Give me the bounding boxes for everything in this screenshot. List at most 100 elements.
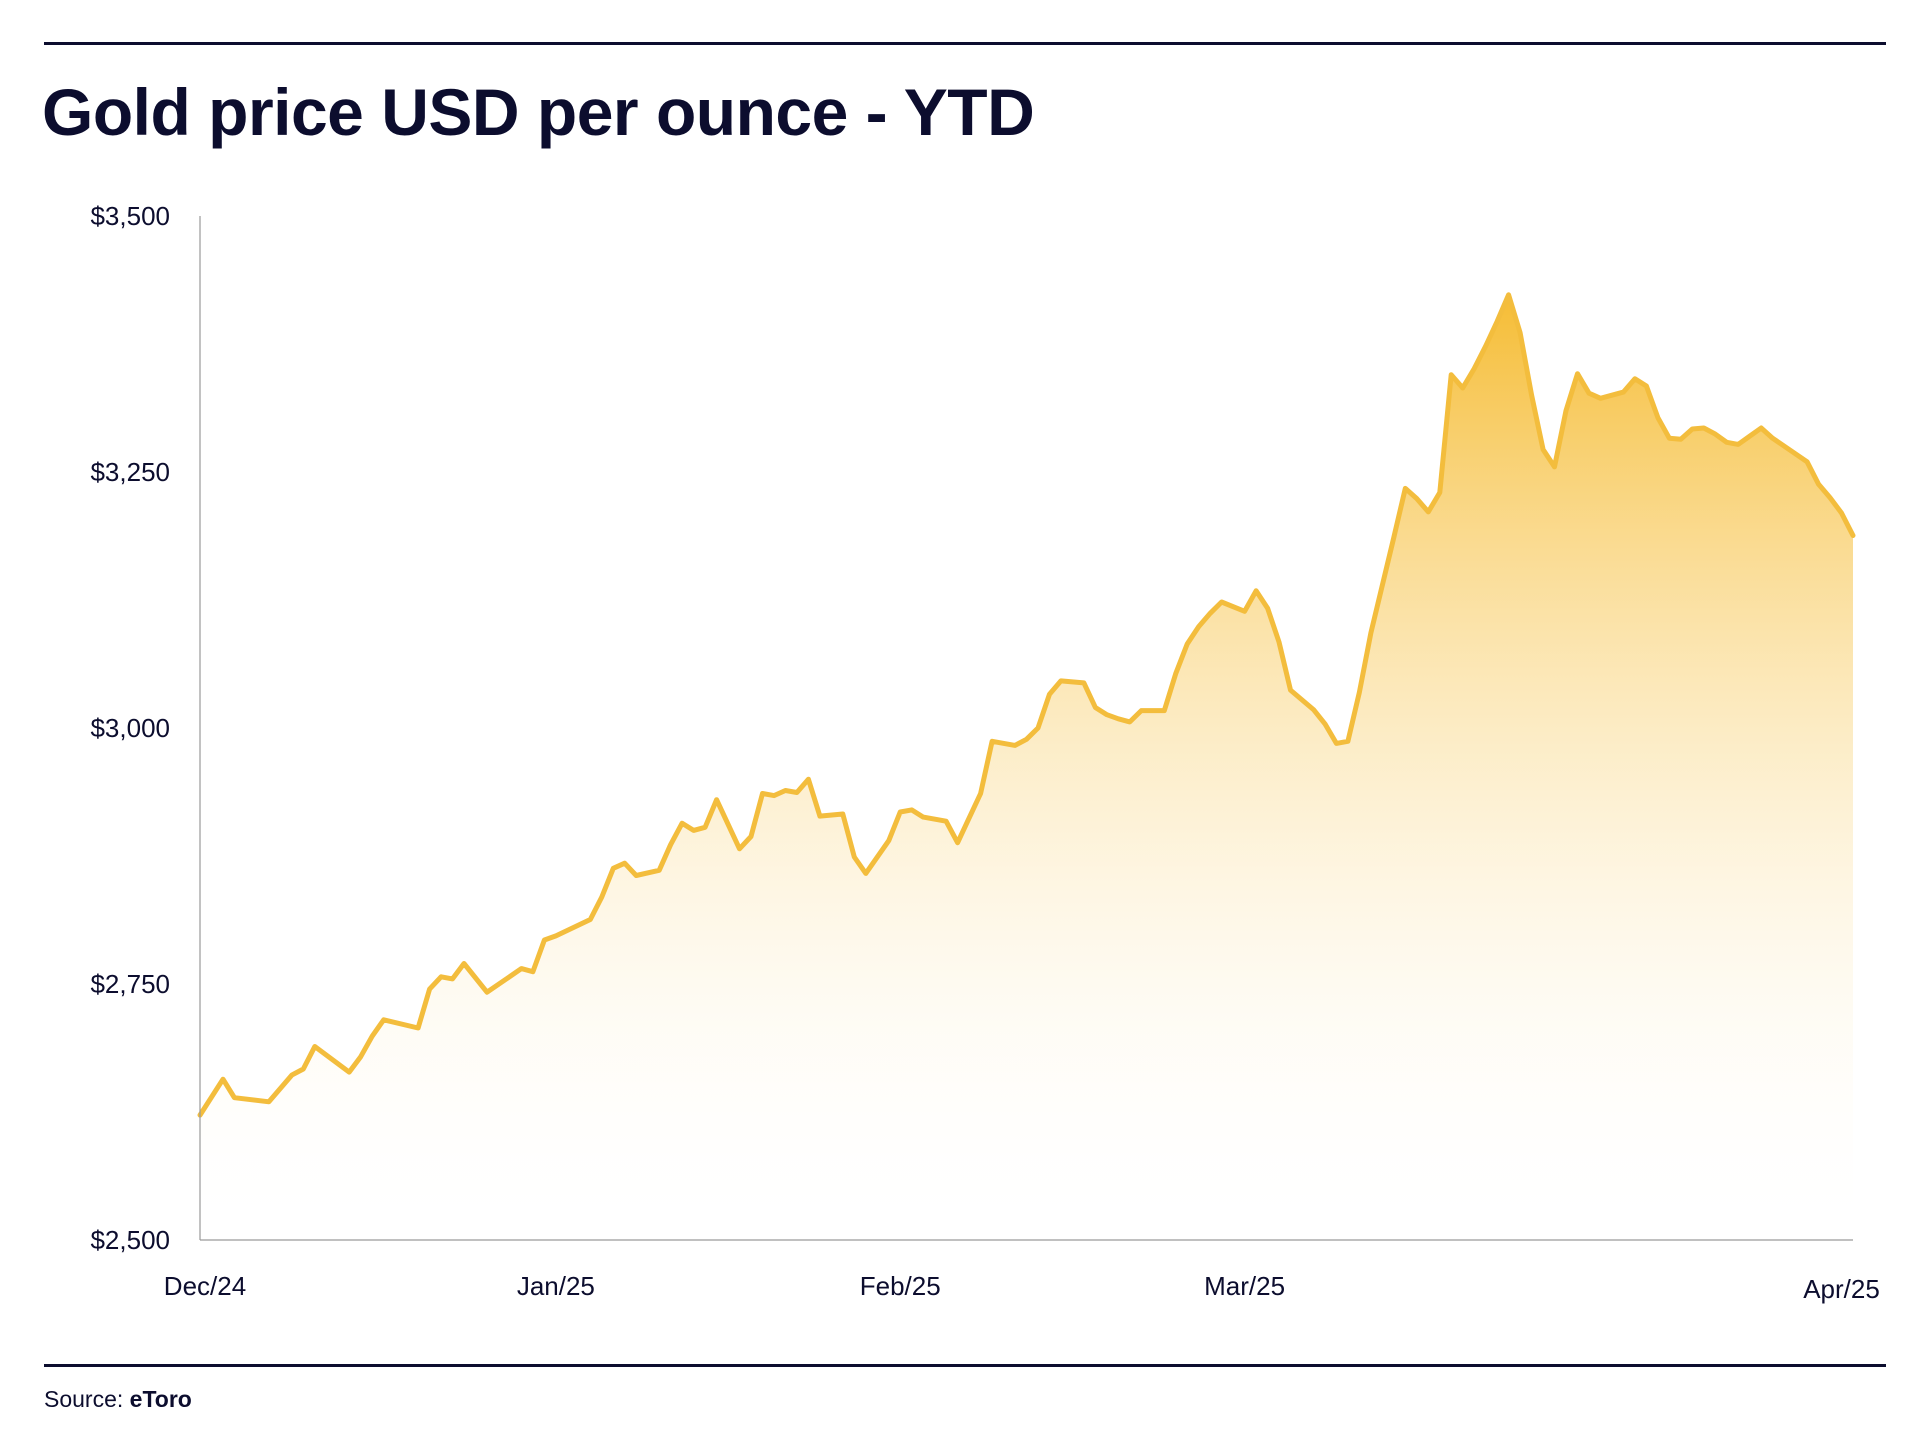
- top-rule: [44, 42, 1886, 45]
- price-point: [944, 819, 948, 823]
- price-point: [1208, 611, 1212, 615]
- price-point: [921, 815, 925, 819]
- price-point: [1392, 536, 1396, 540]
- price-area-fill: [200, 294, 1853, 1240]
- price-point: [818, 814, 822, 818]
- price-point: [1426, 510, 1430, 514]
- price-point: [1587, 391, 1591, 395]
- price-point: [1507, 293, 1511, 297]
- price-point: [1185, 642, 1189, 646]
- price-point: [967, 816, 971, 820]
- price-point: [1415, 497, 1419, 501]
- price-point: [1025, 737, 1029, 741]
- price-point: [1036, 726, 1040, 730]
- price-point: [852, 855, 856, 859]
- price-point: [1266, 606, 1270, 610]
- price-point: [1139, 709, 1143, 713]
- price-point: [990, 739, 994, 743]
- price-point: [1690, 427, 1694, 431]
- price-point: [462, 962, 466, 966]
- price-point: [1059, 679, 1063, 683]
- price-point: [313, 1045, 317, 1049]
- price-point: [956, 841, 960, 845]
- price-point: [370, 1034, 374, 1038]
- price-point: [1323, 722, 1327, 726]
- price-point: [1633, 377, 1637, 381]
- x-axis-tick-labels: Dec/24 Jan/25 Feb/25 Mar/25 Apr/25: [164, 1271, 1880, 1304]
- y-axis-tick-labels: $2,500 $2,750 $3,000 $3,250 $3,500: [90, 201, 170, 1255]
- price-point: [887, 839, 891, 843]
- price-point: [1357, 690, 1361, 694]
- price-point: [359, 1055, 363, 1059]
- price-point: [611, 866, 615, 870]
- price-point: [542, 938, 546, 942]
- price-point: [347, 1070, 351, 1074]
- source-label: Source:: [44, 1386, 124, 1412]
- price-point: [1197, 625, 1201, 629]
- price-point: [680, 821, 684, 825]
- price-point: [634, 874, 638, 878]
- price-point: [772, 794, 776, 798]
- price-point: [267, 1100, 271, 1104]
- price-point: [1369, 631, 1373, 635]
- price-point: [301, 1067, 305, 1071]
- source-note: Source: eToro: [44, 1386, 192, 1413]
- price-point: [1828, 496, 1832, 500]
- price-point: [1805, 460, 1809, 464]
- price-point: [1461, 386, 1465, 390]
- price-point: [1748, 434, 1752, 438]
- price-point: [1667, 436, 1671, 440]
- price-point: [979, 792, 983, 796]
- price-point: [703, 825, 707, 829]
- price-point: [761, 792, 765, 796]
- price-point: [1725, 440, 1729, 444]
- bottom-rule: [44, 1364, 1886, 1367]
- price-point: [1449, 373, 1453, 377]
- price-point: [1530, 393, 1534, 397]
- price-point: [715, 798, 719, 802]
- price-point: [1220, 600, 1224, 604]
- price-point: [1312, 708, 1316, 712]
- y-tick-label: $3,250: [90, 457, 170, 487]
- price-point: [738, 847, 742, 851]
- price-point: [439, 975, 443, 979]
- price-point: [841, 812, 845, 816]
- price-point: [428, 987, 432, 991]
- price-point: [1553, 465, 1557, 469]
- price-point: [1495, 320, 1499, 324]
- price-point: [1817, 482, 1821, 486]
- price-point: [1656, 416, 1660, 420]
- price-point: [749, 835, 753, 839]
- price-point: [1576, 372, 1580, 376]
- price-point: [1093, 706, 1097, 710]
- price-point: [1403, 486, 1407, 490]
- price-point: [290, 1073, 294, 1077]
- price-point: [910, 808, 914, 812]
- price-point: [1472, 367, 1476, 371]
- price-point: [1013, 743, 1017, 747]
- price-point: [1702, 426, 1706, 430]
- y-tick-label: $3,000: [90, 713, 170, 743]
- price-point: [1644, 384, 1648, 388]
- price-point: [1771, 436, 1775, 440]
- price-point: [1484, 344, 1488, 348]
- price-point: [692, 828, 696, 832]
- price-point: [232, 1096, 236, 1100]
- price-point: [519, 967, 523, 971]
- x-tick-label: Feb/25: [860, 1271, 941, 1301]
- x-tick-label: Apr/25: [1803, 1274, 1880, 1304]
- price-point: [1736, 442, 1740, 446]
- y-tick-label: $2,500: [90, 1225, 170, 1255]
- price-point: [898, 810, 902, 814]
- price-point: [623, 861, 627, 865]
- price-point: [1289, 688, 1293, 692]
- price-point: [554, 934, 558, 938]
- price-point: [382, 1018, 386, 1022]
- price-point: [588, 918, 592, 922]
- price-point: [1346, 739, 1350, 743]
- price-point: [600, 895, 604, 899]
- price-point: [1128, 720, 1132, 724]
- price-point: [1162, 709, 1166, 713]
- price-point: [1541, 448, 1545, 452]
- price-point: [1759, 426, 1763, 430]
